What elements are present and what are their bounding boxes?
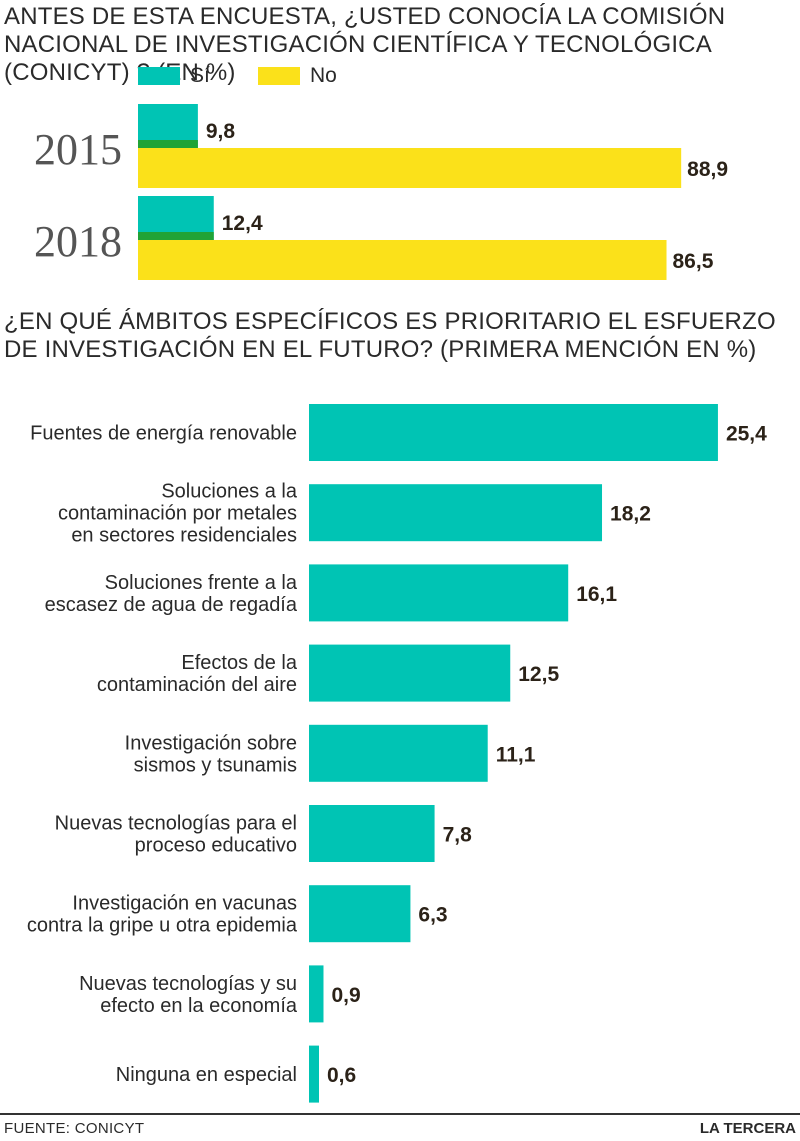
- category-label: Soluciones a la contaminación por metales…: [58, 481, 298, 547]
- bar: [309, 885, 411, 943]
- value-label: 12,5: [518, 663, 559, 686]
- source-note: FUENTE: CONICYT: [4, 1120, 145, 1137]
- value-label-si: 12,4: [222, 212, 263, 235]
- value-label: 0,9: [331, 984, 360, 1007]
- value-label: 11,1: [496, 743, 536, 766]
- chart1-title: ANTES DE ESTA ENCUESTA, ¿USTED CONOCÍA L…: [4, 3, 726, 86]
- bar: [309, 644, 511, 702]
- legend-label-si: Sí: [190, 64, 210, 87]
- value-label: 18,2: [610, 503, 651, 526]
- bar-si-underline: [138, 232, 214, 240]
- category-label-line: Nuevas tecnologías y su: [79, 973, 297, 995]
- year-label: 2015: [34, 125, 122, 174]
- category-label-line: sismos y tsunamis: [134, 754, 297, 776]
- legend-swatch-si: [138, 67, 180, 85]
- value-label: 6,3: [418, 904, 447, 927]
- category-label: Nuevas tecnologías para el proceso educat…: [55, 813, 297, 857]
- category-label-line: Soluciones frente a la: [105, 572, 298, 594]
- category-label-line: contaminación por metales: [58, 503, 297, 525]
- footer-divider: [0, 1113, 800, 1115]
- category-label-line: Soluciones a la: [161, 481, 298, 503]
- bar: [309, 805, 435, 862]
- bar: [309, 724, 488, 782]
- category-label-line: proceso educativo: [135, 835, 297, 857]
- category-label-line: contra la gripe u otra epidemia: [27, 915, 298, 937]
- category-label: Investigación en vacunas contra la gripe …: [27, 893, 298, 937]
- legend-item-si: Sí: [138, 64, 210, 88]
- legend-swatch-no: [258, 67, 300, 85]
- value-label-no: 86,5: [673, 250, 714, 273]
- bar: [309, 1045, 319, 1103]
- legend-item-no: No: [258, 64, 337, 88]
- category-label-line: efecto en la economía: [100, 995, 298, 1017]
- category-label-line: contaminación del aire: [97, 674, 297, 696]
- category-label-line: Investigación en vacunas: [72, 893, 297, 915]
- value-label: 16,1: [576, 583, 617, 606]
- category-label-line: en sectores residenciales: [71, 525, 297, 547]
- category-label-line: Efectos de la: [181, 652, 298, 674]
- legend-label-no: No: [310, 64, 337, 87]
- category-label: Investigación sobre sismos y tsunamis: [125, 732, 297, 776]
- bar: [309, 404, 718, 461]
- value-label-no: 88,9: [687, 158, 728, 181]
- year-label: 2018: [34, 217, 122, 266]
- chart1-awareness: 2015 9,8 88,9 2018 12,4 86,5: [34, 104, 728, 280]
- category-label-line: escasez de agua de regadía: [45, 594, 298, 616]
- category-label: Efectos de la contaminación del aire: [97, 652, 298, 696]
- value-label-si: 9,8: [206, 120, 236, 143]
- bar: [309, 484, 603, 542]
- category-label-line: Nuevas tecnologías para el: [55, 813, 297, 835]
- category-label-line: Fuentes de energía renovable: [30, 423, 297, 445]
- category-label-line: Ninguna en especial: [116, 1064, 297, 1086]
- category-label-line: Investigación sobre: [125, 732, 297, 754]
- publisher-logo: LA TERCERA: [699, 1120, 796, 1137]
- value-label: 0,6: [327, 1064, 356, 1087]
- category-label: Ninguna en especial: [116, 1064, 297, 1086]
- category-label: Soluciones frente a la escasez de agua de…: [45, 572, 298, 616]
- bar-no: [138, 148, 682, 188]
- bar-si-underline: [138, 140, 198, 148]
- value-label: 7,8: [443, 824, 473, 847]
- category-label: Nuevas tecnologías y su efecto en la econ…: [79, 973, 298, 1017]
- bar-no: [138, 240, 667, 280]
- category-label: Fuentes de energía renovable: [30, 423, 297, 445]
- chart2-title: ¿EN QUÉ ÁMBITOS ESPECÍFICOS ES PRIORITAR…: [4, 308, 776, 363]
- bar: [309, 965, 324, 1023]
- value-label: 25,4: [726, 423, 767, 446]
- bar: [309, 564, 569, 622]
